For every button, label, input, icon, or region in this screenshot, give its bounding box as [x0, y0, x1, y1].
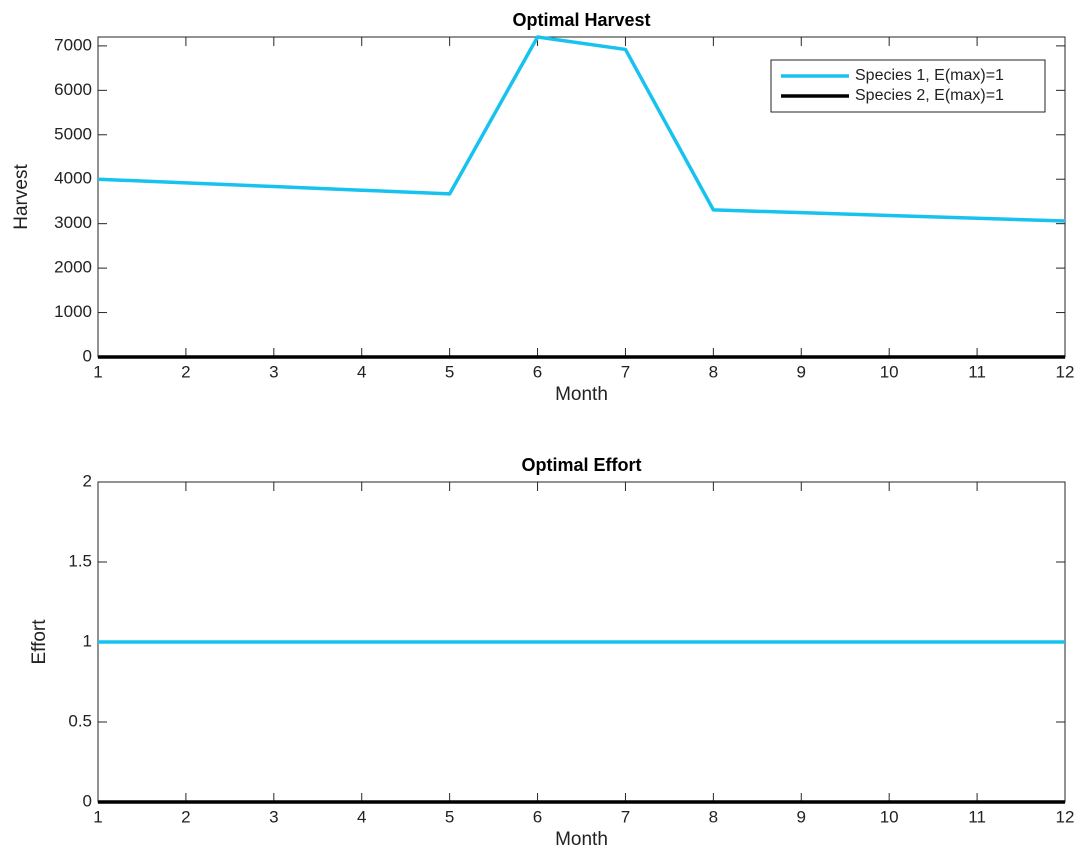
x-tick-label: 5 [445, 362, 454, 381]
y-tick-label: 6000 [54, 80, 92, 99]
y-tick-label: 0 [83, 346, 92, 365]
y-tick-label: 2000 [54, 258, 92, 277]
chart-title: Optimal Effort [522, 455, 642, 475]
x-tick-label: 9 [797, 362, 806, 381]
x-tick-label: 3 [269, 362, 278, 381]
x-tick-label: 7 [621, 362, 630, 381]
x-tick-label: 8 [709, 807, 718, 826]
x-tick-label: 1 [93, 362, 102, 381]
x-tick-label: 8 [709, 362, 718, 381]
y-tick-label: 2 [83, 471, 92, 490]
x-tick-label: 5 [445, 807, 454, 826]
y-tick-label: 5000 [54, 124, 92, 143]
x-tick-label: 12 [1056, 362, 1075, 381]
x-tick-label: 10 [880, 362, 899, 381]
y-tick-label: 0.5 [68, 711, 92, 730]
x-axis-label: Month [555, 829, 608, 850]
x-tick-label: 6 [533, 362, 542, 381]
x-tick-label: 9 [797, 807, 806, 826]
y-tick-label: 7000 [54, 35, 92, 54]
y-tick-label: 3000 [54, 213, 92, 232]
y-tick-label: 1.5 [68, 551, 92, 570]
x-tick-label: 6 [533, 807, 542, 826]
y-tick-label: 4000 [54, 169, 92, 188]
legend: Species 1, E(max)=1 Species 2, E(max)=1 [770, 59, 1046, 113]
chart-title: Optimal Harvest [512, 10, 650, 30]
data-line [97, 35, 1066, 223]
legend-box [770, 59, 1046, 113]
x-tick-label: 11 [968, 807, 986, 826]
x-tick-label: 4 [357, 807, 366, 826]
x-tick-label: 11 [968, 362, 986, 381]
x-tick-label: 10 [880, 807, 899, 826]
y-axis-label: Effort [29, 619, 50, 665]
y-tick-label: 0 [83, 791, 92, 810]
x-tick-label: 7 [621, 807, 630, 826]
x-tick-label: 2 [181, 807, 190, 826]
x-tick-label: 3 [269, 807, 278, 826]
x-axis-label: Month [555, 384, 608, 405]
legend-label: Species 1, E(max)=1 [855, 67, 1004, 84]
y-tick-label: 1 [83, 631, 92, 650]
x-tick-label: 1 [93, 807, 102, 826]
x-tick-label: 12 [1056, 807, 1075, 826]
y-tick-label: 1000 [54, 302, 92, 321]
legend-label: Species 2, E(max)=1 [855, 87, 1004, 104]
y-axis-label: Harvest [11, 164, 32, 230]
x-tick-label: 4 [357, 362, 366, 381]
x-tick-label: 2 [181, 362, 190, 381]
